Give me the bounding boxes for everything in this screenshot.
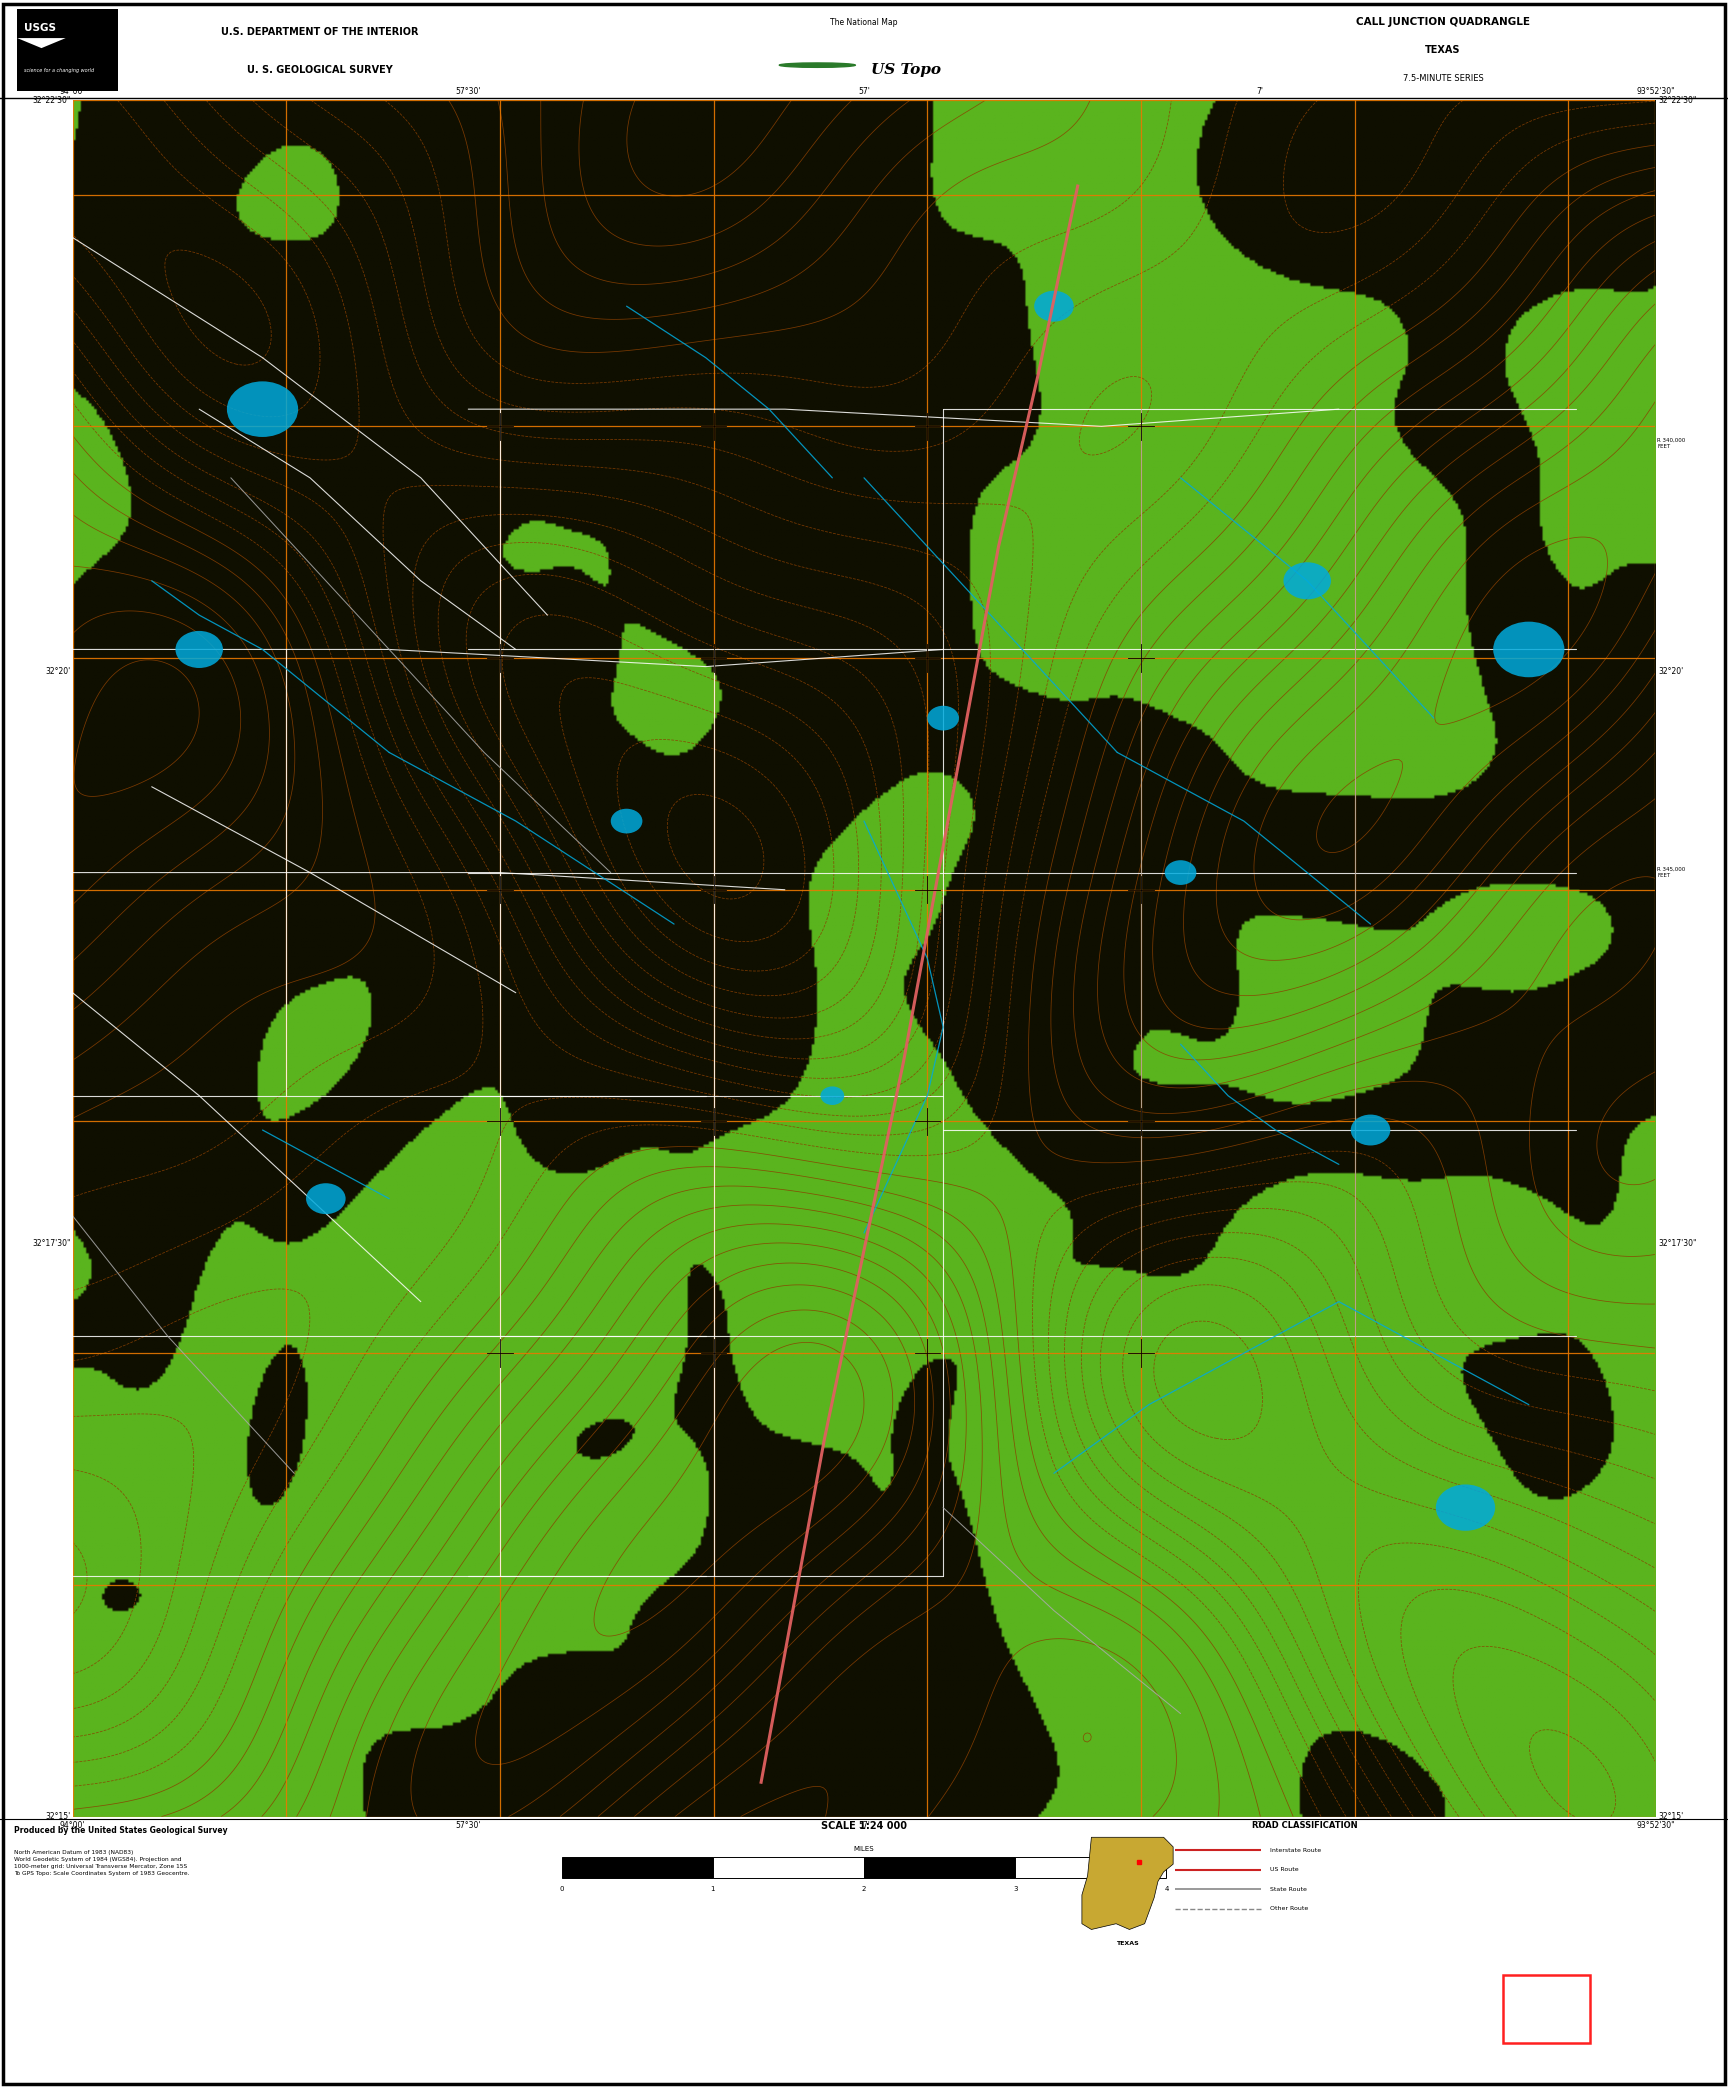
Text: R 340,000
FEET: R 340,000 FEET: [1657, 438, 1685, 449]
Polygon shape: [1082, 1837, 1173, 1929]
Text: science for a changing world: science for a changing world: [24, 67, 95, 73]
Ellipse shape: [821, 1086, 845, 1105]
Text: Produced by the United States Geological Survey: Produced by the United States Geological…: [14, 1827, 228, 1835]
Ellipse shape: [928, 706, 959, 731]
Text: 93°52'30": 93°52'30": [1636, 88, 1674, 96]
Bar: [562, 1856, 714, 1879]
Text: Interstate Route: Interstate Route: [1270, 1848, 1322, 1852]
Text: ROAD CLASSIFICATION: ROAD CLASSIFICATION: [1251, 1821, 1358, 1831]
Text: CALL JUNCTION QUADRANGLE: CALL JUNCTION QUADRANGLE: [1356, 17, 1529, 27]
Text: MILES: MILES: [854, 1846, 874, 1852]
Text: 0: 0: [560, 1885, 563, 1892]
Text: 57': 57': [859, 88, 869, 96]
Text: R 345,000
FEET: R 345,000 FEET: [1657, 867, 1685, 877]
Text: U.S. DEPARTMENT OF THE INTERIOR: U.S. DEPARTMENT OF THE INTERIOR: [221, 27, 418, 38]
Ellipse shape: [610, 808, 643, 833]
Text: 32°22'30": 32°22'30": [33, 96, 71, 104]
Text: 7.5-MINUTE SERIES: 7.5-MINUTE SERIES: [1403, 73, 1483, 84]
Bar: [1016, 1856, 1166, 1879]
Text: 32°15': 32°15': [1659, 1812, 1685, 1821]
Text: North American Datum of 1983 (NAD83)
World Geodetic System of 1984 (WGS84). Proj: North American Datum of 1983 (NAD83) Wor…: [14, 1850, 190, 1877]
Text: State Route: State Route: [1270, 1888, 1306, 1892]
Bar: [17, 8, 118, 92]
Ellipse shape: [1165, 860, 1196, 885]
Text: Other Route: Other Route: [1270, 1906, 1308, 1911]
Text: 7': 7': [1256, 88, 1263, 96]
Polygon shape: [17, 38, 66, 48]
Text: 1: 1: [710, 1885, 715, 1892]
Text: US Route: US Route: [1270, 1867, 1299, 1873]
Text: 57°30': 57°30': [456, 88, 480, 96]
Text: 93°52'30": 93°52'30": [1636, 1821, 1674, 1829]
Text: 32°17'30": 32°17'30": [1659, 1238, 1697, 1249]
Text: USGS: USGS: [24, 23, 57, 33]
Text: The National Map: The National Map: [829, 17, 899, 27]
Text: 3: 3: [1013, 1885, 1018, 1892]
Text: US Topo: US Topo: [871, 63, 942, 77]
Text: 32°22'30": 32°22'30": [1659, 96, 1697, 104]
Ellipse shape: [1033, 290, 1073, 322]
Text: TEXAS: TEXAS: [1116, 1942, 1139, 1946]
Bar: [864, 1856, 1016, 1879]
Text: 32°20': 32°20': [1659, 668, 1685, 677]
Ellipse shape: [1436, 1485, 1495, 1531]
Text: 32°20': 32°20': [45, 668, 71, 677]
Ellipse shape: [1351, 1115, 1391, 1146]
Ellipse shape: [176, 631, 223, 668]
Text: 94°00': 94°00': [60, 1821, 85, 1829]
Circle shape: [779, 63, 855, 67]
Text: 7': 7': [1256, 1821, 1263, 1829]
Bar: [714, 1856, 864, 1879]
Text: 32°17'30": 32°17'30": [33, 1238, 71, 1249]
Ellipse shape: [1284, 562, 1331, 599]
Text: 94°00': 94°00': [60, 88, 85, 96]
Ellipse shape: [226, 382, 299, 436]
Ellipse shape: [1493, 622, 1564, 677]
Text: SCALE 1:24 000: SCALE 1:24 000: [821, 1821, 907, 1831]
Bar: [1503, 1975, 1590, 2042]
Text: 57': 57': [859, 1821, 869, 1829]
Text: U. S. GEOLOGICAL SURVEY: U. S. GEOLOGICAL SURVEY: [247, 65, 392, 75]
Text: 32°15': 32°15': [45, 1812, 71, 1821]
Text: 4: 4: [1165, 1885, 1168, 1892]
Ellipse shape: [306, 1184, 346, 1213]
Text: 2: 2: [862, 1885, 866, 1892]
Text: TEXAS: TEXAS: [1426, 46, 1460, 54]
Text: 57°30': 57°30': [456, 1821, 480, 1829]
